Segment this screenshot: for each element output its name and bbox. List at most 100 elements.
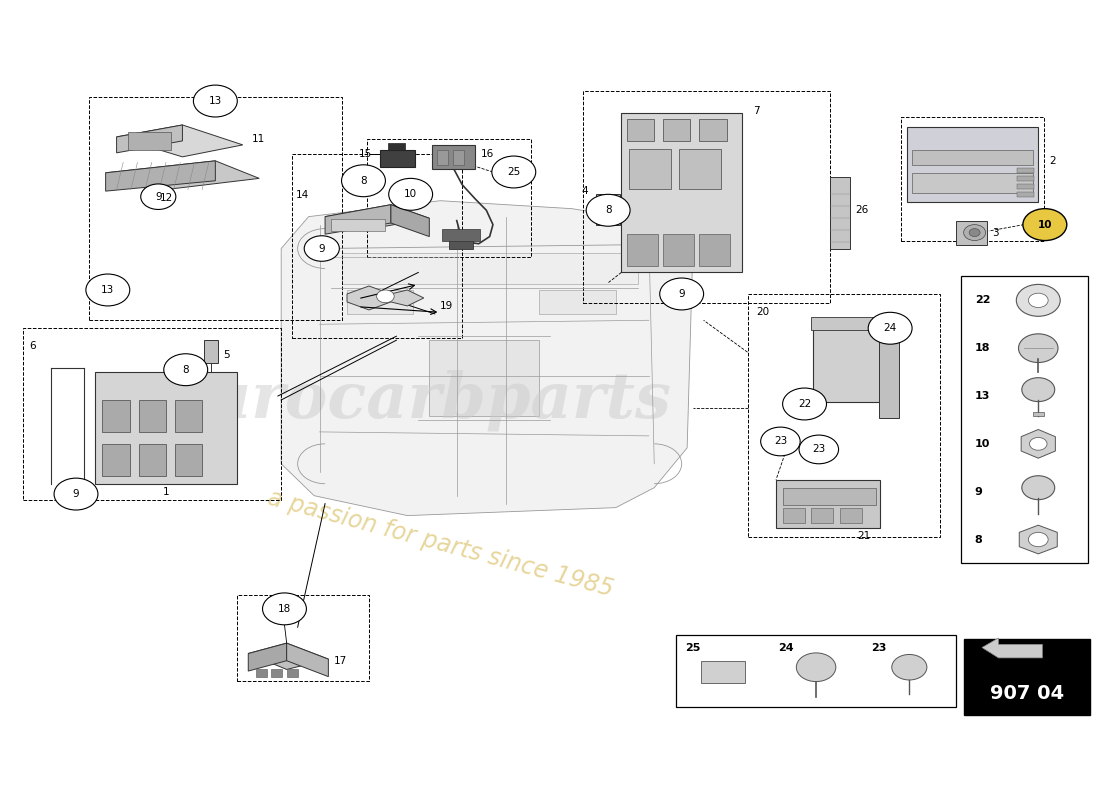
Text: 16: 16 <box>481 150 494 159</box>
Bar <box>139 400 166 432</box>
Bar <box>596 194 620 225</box>
Text: 17: 17 <box>333 657 348 666</box>
Bar <box>782 488 876 506</box>
Text: 907 04: 907 04 <box>990 684 1064 703</box>
Text: 23: 23 <box>871 643 887 653</box>
Circle shape <box>305 236 339 262</box>
Bar <box>813 326 890 402</box>
Bar <box>627 118 654 141</box>
Bar <box>366 138 531 257</box>
Bar <box>128 132 172 150</box>
Polygon shape <box>106 161 216 191</box>
Text: 25: 25 <box>685 643 701 653</box>
Polygon shape <box>1021 430 1055 458</box>
Polygon shape <box>249 643 287 671</box>
Text: 3: 3 <box>992 227 999 238</box>
Text: 22: 22 <box>798 399 811 409</box>
Bar <box>964 639 1090 715</box>
Text: 9: 9 <box>319 243 326 254</box>
Bar <box>102 444 130 476</box>
Text: 6: 6 <box>29 341 35 350</box>
Text: 8: 8 <box>605 206 612 215</box>
Polygon shape <box>106 161 260 191</box>
Text: 2: 2 <box>1049 156 1056 166</box>
Bar <box>431 145 475 169</box>
Circle shape <box>1019 334 1058 362</box>
Bar <box>256 670 267 678</box>
Text: 9: 9 <box>975 486 982 497</box>
Circle shape <box>1028 532 1048 546</box>
Bar <box>293 154 462 338</box>
Bar <box>23 328 282 500</box>
Bar <box>175 444 202 476</box>
Polygon shape <box>326 205 429 230</box>
Circle shape <box>1030 438 1047 450</box>
Circle shape <box>341 165 385 197</box>
Circle shape <box>1022 476 1055 500</box>
Bar <box>811 317 901 330</box>
Bar <box>912 173 1033 193</box>
Bar <box>442 230 480 241</box>
Bar <box>89 97 341 320</box>
Text: 23: 23 <box>773 437 786 446</box>
Circle shape <box>86 274 130 306</box>
Text: 8: 8 <box>183 365 189 374</box>
Text: 10: 10 <box>404 190 417 199</box>
Circle shape <box>660 278 704 310</box>
Text: 10: 10 <box>1037 220 1052 230</box>
Bar <box>680 149 722 189</box>
Text: 24: 24 <box>778 643 794 653</box>
Circle shape <box>194 85 238 117</box>
Bar <box>175 400 202 432</box>
Text: eurocarbparts: eurocarbparts <box>165 370 672 430</box>
Bar <box>205 340 218 362</box>
Bar <box>961 277 1088 563</box>
Text: 13: 13 <box>975 391 990 401</box>
Polygon shape <box>117 125 243 157</box>
Text: 15: 15 <box>359 150 372 159</box>
Bar <box>627 234 658 266</box>
Bar <box>102 400 130 432</box>
Bar <box>341 253 638 285</box>
Text: 24: 24 <box>883 323 896 334</box>
Circle shape <box>964 225 986 241</box>
Circle shape <box>1028 293 1048 307</box>
Text: 9: 9 <box>679 289 685 299</box>
Text: 26: 26 <box>855 206 868 215</box>
Bar <box>272 670 283 678</box>
Bar <box>1018 184 1034 189</box>
Bar <box>621 113 742 273</box>
Text: 1: 1 <box>163 486 169 497</box>
Circle shape <box>164 354 208 386</box>
Text: 12: 12 <box>160 193 173 202</box>
Text: 4: 4 <box>582 186 588 196</box>
Text: 18: 18 <box>975 343 990 353</box>
Polygon shape <box>1020 525 1057 554</box>
Bar <box>429 340 539 416</box>
Polygon shape <box>390 205 429 237</box>
Circle shape <box>1022 378 1055 402</box>
Text: 23: 23 <box>812 445 825 454</box>
Circle shape <box>761 427 800 456</box>
Text: 8: 8 <box>975 534 982 545</box>
Bar <box>956 221 987 245</box>
Circle shape <box>586 194 630 226</box>
Bar <box>829 177 849 249</box>
Bar <box>700 234 730 266</box>
Bar <box>139 444 166 476</box>
Bar <box>331 219 385 231</box>
Bar <box>700 118 727 141</box>
Bar <box>1033 412 1044 416</box>
Bar <box>629 149 671 189</box>
Bar <box>1018 192 1034 197</box>
Polygon shape <box>249 643 329 670</box>
Bar <box>1018 176 1034 181</box>
Bar <box>701 661 745 683</box>
Circle shape <box>782 388 826 420</box>
Text: 20: 20 <box>757 307 769 318</box>
Circle shape <box>1016 285 1060 316</box>
Text: 22: 22 <box>975 295 990 306</box>
Polygon shape <box>287 643 329 677</box>
Bar <box>437 150 448 165</box>
Text: 18: 18 <box>278 604 292 614</box>
